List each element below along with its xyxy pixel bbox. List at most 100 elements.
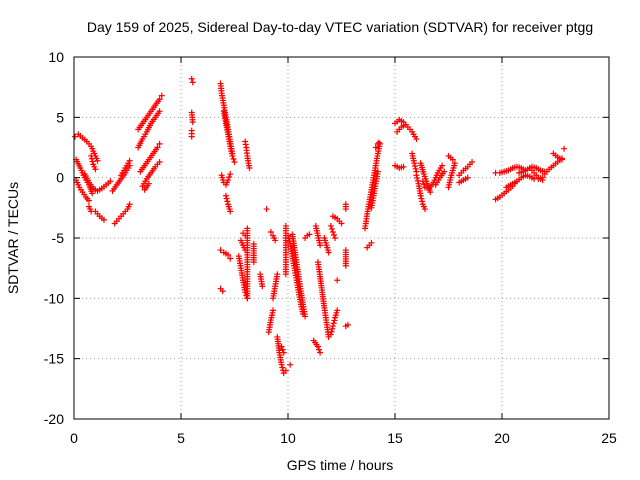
data-point: [539, 177, 546, 184]
data-point: [302, 313, 309, 320]
data-point: [402, 121, 409, 128]
data-point: [464, 174, 471, 181]
data-point: [329, 228, 336, 235]
data-point: [154, 144, 161, 151]
data-point: [85, 197, 92, 204]
data-point: [418, 195, 425, 202]
x-tick-label: 5: [177, 430, 185, 446]
data-point: [282, 367, 289, 374]
data-point: [89, 190, 96, 197]
data-point: [246, 165, 253, 172]
data-points: [72, 75, 568, 377]
data-point: [278, 361, 285, 368]
chart-title: Day 159 of 2025, Sidereal Day-to-day VTE…: [87, 19, 593, 35]
y-tick-label: 5: [56, 109, 64, 125]
data-point: [225, 251, 232, 258]
y-tick-label: -5: [52, 230, 65, 246]
data-point: [230, 155, 237, 162]
data-point: [229, 152, 236, 159]
data-point: [89, 158, 96, 165]
data-point: [511, 179, 518, 186]
data-point: [88, 155, 95, 162]
data-point: [156, 108, 163, 115]
data-point: [417, 192, 424, 199]
y-tick-label: -10: [44, 290, 64, 306]
data-point: [285, 232, 291, 239]
data-point: [451, 160, 458, 167]
data-point: [561, 145, 568, 152]
data-point: [244, 295, 251, 302]
data-point: [329, 323, 336, 330]
data-point: [419, 198, 426, 205]
data-point: [411, 163, 418, 170]
data-point: [325, 249, 332, 256]
data-point: [449, 156, 456, 163]
data-point: [223, 195, 230, 202]
y-tick-label: -20: [44, 411, 64, 427]
data-point: [107, 178, 114, 185]
data-point: [189, 119, 196, 126]
data-point: [222, 192, 229, 199]
data-point: [280, 349, 287, 356]
data-point: [227, 171, 234, 178]
data-point: [156, 158, 163, 165]
x-axis-ticks: 0 5 10 15 20 25: [70, 57, 617, 446]
data-point: [188, 133, 195, 140]
data-point: [314, 343, 321, 350]
data-point: [400, 163, 407, 170]
data-point: [412, 165, 419, 172]
data-point: [469, 158, 476, 165]
data-point: [330, 320, 337, 327]
data-point: [439, 162, 446, 169]
data-point: [342, 262, 349, 269]
y-axis-label: SDTVAR / TECUs: [5, 182, 21, 294]
data-point: [411, 160, 418, 167]
data-point: [317, 242, 324, 249]
data-point: [263, 206, 270, 213]
data-point: [231, 158, 238, 165]
data-point: [100, 216, 107, 223]
data-point: [217, 247, 224, 254]
data-point: [226, 174, 233, 181]
data-point: [94, 157, 101, 164]
data-point: [224, 198, 231, 205]
data-point: [88, 152, 95, 159]
data-point: [227, 255, 234, 262]
data-point: [338, 220, 345, 227]
data-point: [374, 168, 381, 175]
x-tick-label: 25: [601, 430, 617, 446]
data-point: [282, 222, 289, 229]
data-point: [250, 259, 257, 266]
data-point: [328, 225, 335, 232]
data-point: [327, 331, 334, 338]
x-axis-label: GPS time / hours: [287, 457, 394, 473]
data-point: [328, 328, 335, 335]
data-point: [145, 180, 152, 187]
data-point: [158, 92, 165, 99]
data-point: [274, 271, 281, 278]
data-point: [92, 166, 99, 173]
y-tick-label: 10: [48, 49, 64, 65]
data-point: [316, 346, 323, 353]
data-point: [331, 231, 338, 238]
data-point: [259, 283, 266, 290]
grid-lines: [74, 57, 609, 419]
data-point: [332, 235, 339, 241]
data-point: [334, 307, 341, 314]
data-point: [342, 206, 349, 213]
data-point: [372, 144, 379, 151]
data-point: [329, 325, 336, 332]
data-point: [126, 201, 133, 208]
data-point: [419, 178, 426, 185]
data-point: [413, 136, 420, 143]
data-point: [225, 177, 232, 184]
data-point: [421, 206, 428, 213]
data-point: [334, 277, 341, 284]
data-point: [188, 75, 195, 82]
data-point: [413, 172, 420, 179]
y-tick-label: 0: [56, 170, 64, 186]
x-tick-label: 0: [70, 430, 78, 446]
data-point: [306, 231, 313, 238]
data-point: [374, 140, 381, 147]
data-point: [227, 208, 234, 215]
